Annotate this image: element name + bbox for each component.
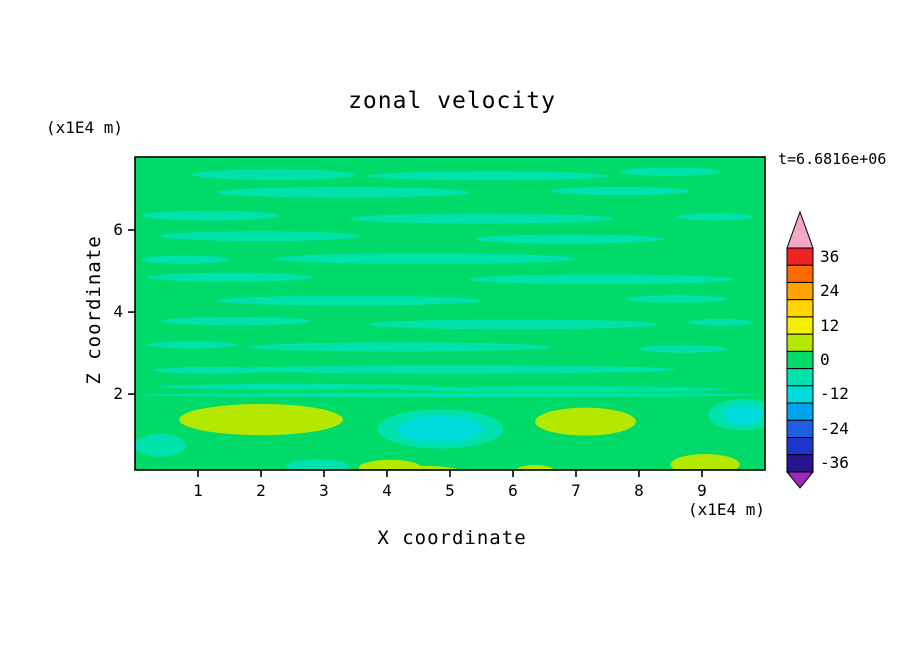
contour-feature <box>535 407 636 436</box>
colorbar-band <box>786 281 814 301</box>
colorbar-over-arrow <box>786 210 814 249</box>
colorbar-band <box>786 299 814 318</box>
x-tick-label: 2 <box>256 481 266 500</box>
z-axis-unit-label: (x1E4 m) <box>46 118 124 137</box>
contour-feature <box>349 213 614 224</box>
z-tick-label: 4 <box>113 302 123 322</box>
z-tick-label: 2 <box>113 384 123 404</box>
contour-feature <box>141 210 280 221</box>
colorbar-tick-label: -24 <box>820 418 849 438</box>
colorbar-band <box>786 437 814 456</box>
contour-feature <box>368 319 658 330</box>
contour-feature <box>368 171 608 181</box>
contour-field <box>135 157 765 470</box>
colorbar-under-arrow <box>785 471 815 489</box>
colorbar-band <box>786 247 814 266</box>
x-tick-label: 6 <box>508 481 518 500</box>
contour-feature <box>670 454 740 470</box>
x-tick-label: 8 <box>634 481 644 500</box>
contour-feature <box>620 167 721 176</box>
contour-feature <box>286 459 350 470</box>
contour-feature <box>516 465 554 470</box>
colorbar-band <box>786 350 814 370</box>
contour-feature <box>550 186 690 196</box>
contour-feature <box>216 186 469 198</box>
colorbar-tick-label: 0 <box>820 350 830 369</box>
contour-feature <box>722 404 764 425</box>
time-annotation: t=6.6816e+06 <box>778 150 887 168</box>
contour-feature <box>475 234 665 244</box>
colorbar-band <box>786 333 814 352</box>
contour-feature <box>160 231 362 242</box>
x-tick-label: 7 <box>571 481 581 500</box>
colorbar-band <box>786 385 814 404</box>
contour-feature <box>273 253 576 265</box>
x-tick-label: 5 <box>445 481 455 500</box>
contour-feature <box>160 383 438 390</box>
colorbar-band <box>786 419 814 439</box>
contour-feature <box>216 295 482 306</box>
colorbar-band <box>786 316 814 335</box>
colorbar-band <box>786 264 814 283</box>
contour-feature <box>135 433 186 457</box>
contour-feature <box>147 341 236 349</box>
contour-feature <box>689 319 753 326</box>
contour-feature <box>191 169 356 180</box>
contour-feature <box>248 342 551 352</box>
x-tick-label: 9 <box>697 481 707 500</box>
colorbar-tick-label: -12 <box>820 384 849 404</box>
contour-feature <box>179 403 343 436</box>
chart-title: zonal velocity <box>348 88 556 114</box>
contour-feature <box>223 365 677 374</box>
contour-feature <box>160 316 312 326</box>
colorbar-band <box>786 454 814 473</box>
contour-feature <box>138 392 762 397</box>
x-tick-label: 1 <box>193 481 203 500</box>
contour-feature <box>141 255 230 264</box>
colorbar-tick-label: 36 <box>820 246 840 266</box>
contour-feature <box>399 386 728 393</box>
colorbar-band <box>786 368 814 387</box>
contour-feature <box>676 213 753 221</box>
colorbar-tick-label: -36 <box>820 453 849 473</box>
contour-feature <box>468 274 734 285</box>
contour-feature <box>397 415 484 443</box>
contour-feature <box>639 345 728 353</box>
x-tick-label: 4 <box>382 481 392 500</box>
contour-feature <box>147 272 312 282</box>
contour-feature <box>626 295 728 303</box>
x-tick-label: 3 <box>319 481 329 500</box>
x-axis-title: X coordinate <box>377 527 527 549</box>
x-axis-unit-label: (x1E4 m) <box>688 500 766 519</box>
colorbar-tick-label: 24 <box>820 281 840 301</box>
colorbar-tick-label: 12 <box>820 315 840 335</box>
colorbar-band <box>786 402 814 421</box>
contour-feature <box>389 465 461 470</box>
z-tick-label: 6 <box>113 220 123 240</box>
